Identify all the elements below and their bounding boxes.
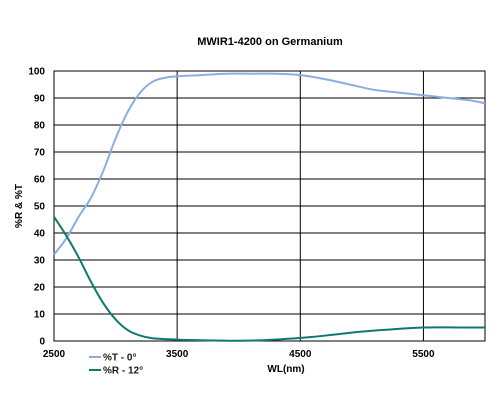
x-axis-ticks: 2500 3500 4500 5500 — [43, 349, 435, 360]
y-tick-label: 80 — [34, 121, 46, 132]
y-tick-label: 50 — [34, 202, 46, 213]
y-tick-label: 100 — [28, 67, 45, 78]
y-tick-label: 20 — [34, 283, 46, 294]
chart-title: MWIR1-4200 on Germanium — [197, 36, 343, 48]
y-tick-label: 0 — [39, 337, 45, 348]
y-axis-ticks: 0 10 20 30 40 50 60 70 80 90 100 — [28, 67, 45, 348]
y-tick-label: 70 — [34, 148, 46, 159]
y-axis-label: %R & %T — [14, 184, 25, 228]
y-tick-label: 10 — [34, 310, 46, 321]
y-tick-label: 30 — [34, 256, 46, 267]
y-tick-label: 60 — [34, 175, 46, 186]
legend-label: %T - 0° — [103, 353, 136, 364]
x-tick-label: 2500 — [43, 349, 66, 360]
x-tick-label: 4500 — [289, 349, 312, 360]
legend-label: %R - 12° — [103, 366, 143, 377]
plot-area — [53, 70, 486, 342]
x-tick-label: 3500 — [166, 349, 189, 360]
series-line-reflection — [53, 216, 485, 342]
y-tick-label: 90 — [34, 94, 46, 105]
y-tick-label: 40 — [34, 229, 46, 240]
legend: %T - 0° %R - 12° — [89, 353, 143, 377]
series-lines — [53, 72, 486, 342]
x-tick-label: 5500 — [412, 349, 435, 360]
x-axis-label: WL(nm) — [267, 364, 304, 375]
series-line-transmission — [53, 72, 486, 256]
chart-grid — [53, 70, 485, 342]
